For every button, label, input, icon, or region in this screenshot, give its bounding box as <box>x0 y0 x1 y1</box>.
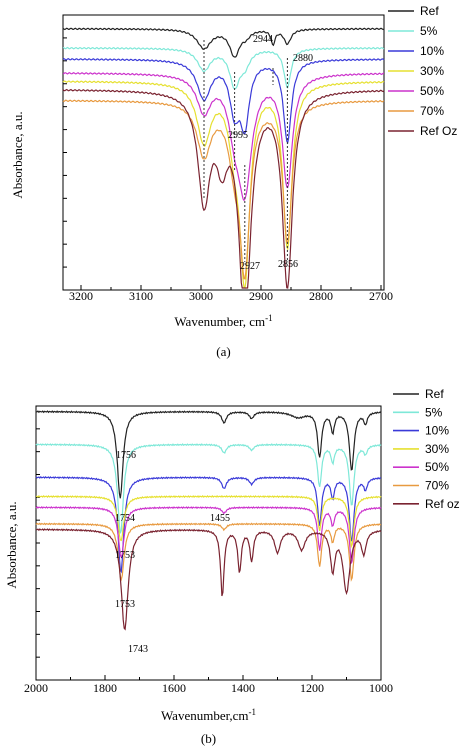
legend-entry: 70% <box>425 479 449 493</box>
series-line-30- <box>36 494 382 549</box>
x-tick-label: 1600 <box>162 681 186 695</box>
x-axis-label-superscript: -1 <box>265 313 273 323</box>
legend-entry: 50% <box>420 84 444 98</box>
peak-annotation: 1756 <box>116 450 136 461</box>
series-line-ref <box>62 27 385 58</box>
legend-entry: 5% <box>425 405 443 419</box>
series-line-70- <box>35 522 382 582</box>
series-line-30- <box>62 80 385 290</box>
peak-annotation: 1455 <box>210 513 230 524</box>
x-tick-label: 1200 <box>300 681 324 695</box>
legend-entry: Ref <box>425 387 444 401</box>
chart-panel-a: 3200 3100 3000 2900 2800 2700 Wavenumber, cm-1… <box>10 4 457 359</box>
legend: Ref 5% 10% 30% 50% 70% Ref Oz <box>388 4 457 138</box>
peak-annotation: 2880 <box>293 53 313 64</box>
chart-panel-b: 2000 1800 1600 1400 1200 1000 Wavenumber,cm-1 A… <box>4 387 460 746</box>
legend-entry: Ref Oz <box>420 124 457 138</box>
series-line-70- <box>62 99 385 280</box>
panel-label: (a) <box>216 344 230 359</box>
legend-entry: 10% <box>420 44 444 58</box>
legend-entry: Ref <box>420 4 439 18</box>
x-tick-label: 1400 <box>231 681 255 695</box>
panel-label: (b) <box>201 731 216 746</box>
y-axis-label: Absorbance, a.u. <box>10 111 25 198</box>
series-line-10- <box>35 476 382 574</box>
legend-entry: 5% <box>420 24 438 38</box>
x-tick-label: 3200 <box>69 289 93 303</box>
legend-entry: 70% <box>420 104 444 118</box>
peak-annotation: 2944 <box>253 34 273 45</box>
legend-entry: 50% <box>425 460 449 474</box>
peak-annotation: 1753 <box>115 599 135 610</box>
series-line-ref-oz <box>35 528 382 631</box>
peak-annotation: 2995 <box>228 130 248 141</box>
x-tick-label: 3100 <box>129 289 153 303</box>
x-tick-label: 2800 <box>309 289 333 303</box>
x-tick-label: 2000 <box>24 681 48 695</box>
x-tick-label: 3000 <box>189 289 213 303</box>
peak-annotation: 1754 <box>115 513 135 524</box>
legend-entry: 30% <box>425 442 449 456</box>
series-line-5- <box>35 443 382 534</box>
series-line-5- <box>62 46 385 90</box>
x-tick-label: 1000 <box>369 681 393 695</box>
x-tick-label: 2900 <box>249 289 273 303</box>
legend-entry: Ref oz <box>425 497 460 511</box>
legend-entry: 10% <box>425 424 449 438</box>
series-line-10- <box>62 58 385 145</box>
series-line-50- <box>62 72 385 202</box>
peak-annotation: 2856 <box>278 259 298 270</box>
series-line-ref-oz <box>62 88 385 289</box>
x-tick-label: 1800 <box>93 681 117 695</box>
series-line-50- <box>35 505 382 564</box>
x-axis-label: Wavenumber,cm-1 <box>161 707 256 723</box>
legend-entry: 30% <box>420 64 444 78</box>
plot-frame <box>35 405 382 681</box>
peak-annotation: 1743 <box>128 644 148 655</box>
plot-frame <box>62 14 385 291</box>
peak-annotation: 2927 <box>240 261 260 272</box>
x-axis-label: Wavenumber, cm-1 <box>174 313 272 329</box>
series-line-ref <box>35 410 382 499</box>
x-axis-label-superscript: -1 <box>249 707 257 717</box>
x-tick-label: 2700 <box>369 289 393 303</box>
legend: Ref 5% 10% 30% 50% 70% Ref oz <box>393 387 460 511</box>
peak-annotation: 1753 <box>115 550 135 561</box>
y-axis-label: Absorbance, a.u. <box>4 501 19 588</box>
